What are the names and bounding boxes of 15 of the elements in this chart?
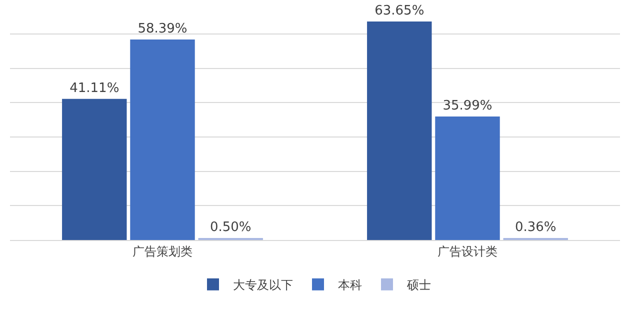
data-label: 41.11% (70, 80, 120, 96)
data-label: 0.36% (514, 220, 556, 235)
data-label: 0.50% (210, 220, 252, 235)
bar (367, 22, 432, 240)
bar (130, 40, 195, 240)
data-label: 58.39% (138, 22, 188, 37)
legend-label: 大专及以下 (233, 278, 293, 292)
data-label: 35.99% (442, 98, 492, 114)
x-tick-label: 广告策划类 (132, 244, 192, 258)
bar (435, 116, 500, 240)
data-label: 63.65% (374, 4, 424, 18)
legend-label: 硕士 (406, 278, 431, 292)
bar (62, 98, 127, 240)
legend-label: 本科 (338, 278, 362, 292)
x-tick-label: 广告设计类 (438, 244, 498, 258)
